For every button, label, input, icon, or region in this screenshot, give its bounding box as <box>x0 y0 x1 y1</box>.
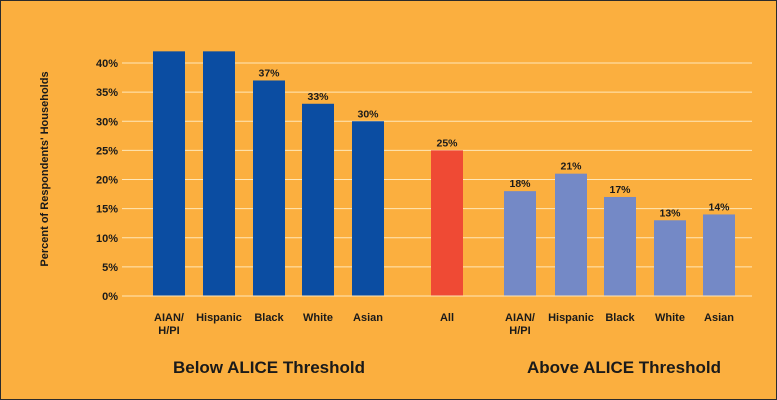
y-tick-label: 35% <box>96 87 118 99</box>
bar <box>203 51 235 296</box>
category-label: White <box>655 312 685 324</box>
category-labels: AIAN/H/PI Hispanic Black White Asian All AIAN/… <box>154 312 734 337</box>
bar <box>352 121 384 296</box>
data-label: 18% <box>509 178 531 190</box>
y-tick-label: 15% <box>96 204 118 216</box>
category-label: Hispanic <box>548 312 594 324</box>
data-label: 14% <box>708 201 730 213</box>
group-label-below: Below ALICE Threshold <box>173 358 365 377</box>
bar <box>302 103 334 297</box>
category-label: Black <box>254 312 284 324</box>
category-label: Hispanic <box>196 312 242 324</box>
bar <box>431 150 463 296</box>
data-label: 17% <box>609 184 631 196</box>
y-tick-label: 40% <box>96 58 118 70</box>
bar <box>153 51 185 296</box>
category-label: AIAN/H/PI <box>505 312 535 337</box>
category-label: Asian <box>704 312 734 324</box>
category-label: AIAN/H/PI <box>154 312 184 337</box>
y-tick-label: 30% <box>96 116 118 128</box>
category-label: Asian <box>353 312 383 324</box>
data-label: 33% <box>307 91 329 103</box>
bar <box>555 173 587 296</box>
bar <box>253 80 285 296</box>
group-label-above: Above ALICE Threshold <box>527 358 721 377</box>
category-label: All <box>440 312 454 324</box>
bars <box>153 51 735 297</box>
y-tick-label: 25% <box>96 145 118 157</box>
y-tick-label: 0% <box>102 291 118 303</box>
bar <box>654 220 686 296</box>
data-label: 21% <box>560 161 582 173</box>
y-axis-title: Percent of Respondents' Households <box>39 71 51 266</box>
data-label: 25% <box>436 137 458 149</box>
category-label: White <box>303 312 333 324</box>
category-label: Black <box>605 312 635 324</box>
y-tick-label: 5% <box>102 262 118 274</box>
y-tick-label: 20% <box>96 175 118 187</box>
y-tick-label: 10% <box>96 233 118 245</box>
data-labels: 37% 33% 30% 25% 18% 21% 17% 13% 14% <box>258 67 730 219</box>
bar <box>703 214 735 296</box>
y-axis-ticks: 0% 5% 10% 15% 20% 25% 30% 35% 40% <box>96 58 118 303</box>
data-label: 37% <box>258 67 280 79</box>
bar <box>604 196 636 296</box>
data-label: 30% <box>357 108 379 120</box>
data-label: 13% <box>659 207 681 219</box>
bar <box>504 191 536 296</box>
